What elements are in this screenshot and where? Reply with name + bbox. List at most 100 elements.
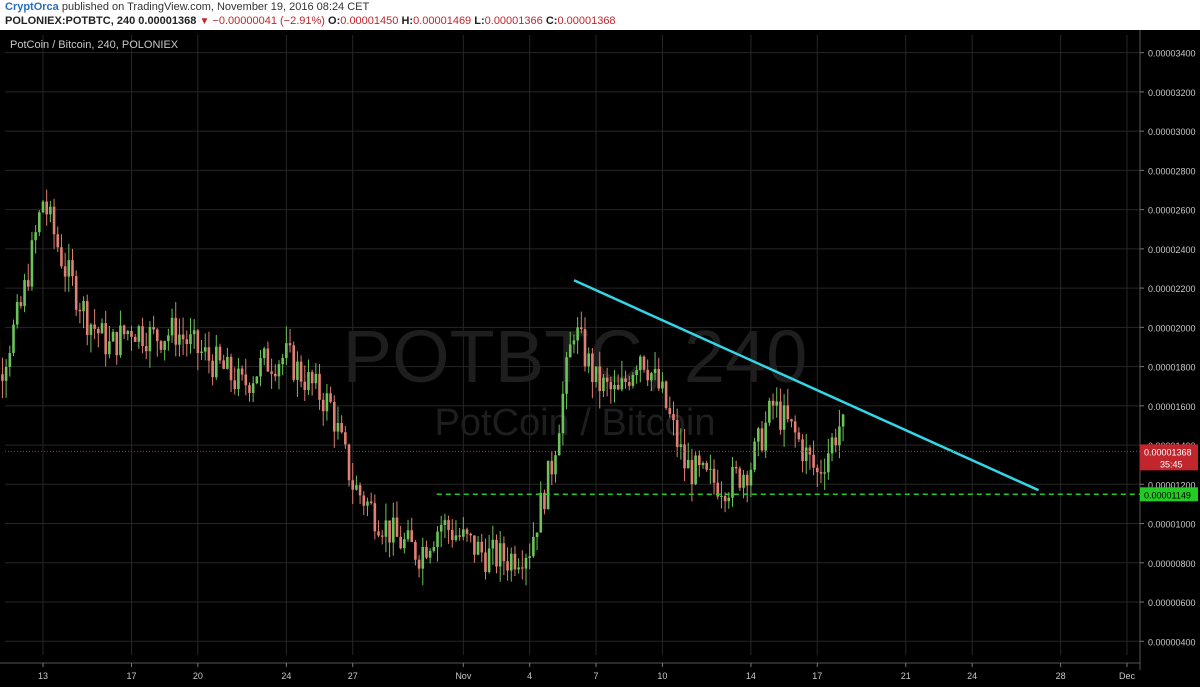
candle-body bbox=[646, 370, 649, 380]
candle-body bbox=[204, 347, 207, 351]
candle-body bbox=[587, 353, 590, 366]
candle-body bbox=[381, 536, 384, 537]
candle-body bbox=[171, 318, 174, 335]
candle-body bbox=[344, 432, 347, 444]
candle-body bbox=[447, 520, 450, 530]
candle-body bbox=[739, 468, 742, 487]
candle-body bbox=[79, 310, 82, 311]
candle-body bbox=[167, 335, 170, 341]
y-tick-label: 0.00001800 bbox=[1148, 363, 1196, 373]
candle-body bbox=[753, 442, 756, 470]
close-label: C: bbox=[546, 15, 558, 27]
x-tick-label: 24 bbox=[281, 671, 291, 681]
candle-body bbox=[270, 371, 273, 373]
candle-body bbox=[248, 385, 251, 393]
candle-body bbox=[134, 337, 137, 342]
symbol-label[interactable]: POLONIEX:POTBTC, 240 bbox=[5, 15, 135, 27]
candle-body bbox=[613, 385, 616, 389]
candle-body bbox=[425, 547, 428, 558]
x-tick-label: 20 bbox=[193, 671, 203, 681]
x-tick-label: 17 bbox=[812, 671, 822, 681]
candle-body bbox=[237, 369, 240, 390]
candle-body bbox=[798, 432, 801, 439]
candle-body bbox=[60, 247, 63, 266]
y-tick-label: 0.00003200 bbox=[1148, 88, 1196, 98]
candle-body bbox=[200, 352, 203, 353]
candle-body bbox=[621, 378, 624, 389]
candle-body bbox=[112, 332, 115, 341]
author-link[interactable]: CryptOrca bbox=[5, 1, 59, 13]
high-label: H: bbox=[401, 15, 413, 27]
candle-body bbox=[506, 561, 509, 570]
candle-body bbox=[580, 327, 583, 329]
y-tick-label: 0.00002800 bbox=[1148, 166, 1196, 176]
x-tick-label: 13 bbox=[38, 671, 48, 681]
candle-body bbox=[488, 548, 491, 572]
candle-body bbox=[643, 357, 646, 370]
open-value: 0.00001450 bbox=[340, 15, 398, 27]
candle-body bbox=[267, 349, 270, 372]
candle-body bbox=[222, 360, 225, 369]
candle-body bbox=[503, 543, 506, 561]
candle-body bbox=[680, 444, 683, 447]
candle-body bbox=[521, 567, 524, 568]
candle-body bbox=[97, 329, 100, 333]
candle-body bbox=[281, 358, 284, 364]
y-tick-label: 0.00001000 bbox=[1148, 520, 1196, 530]
candle-body bbox=[764, 423, 767, 451]
y-axis-labels: 0.000004000.000006000.000008000.00001000… bbox=[1140, 49, 1196, 648]
candle-body bbox=[842, 414, 845, 426]
candle-body bbox=[657, 369, 660, 388]
candle-body bbox=[370, 501, 373, 503]
candle-body bbox=[374, 503, 377, 531]
candle-body bbox=[259, 358, 262, 376]
candle-body bbox=[399, 537, 402, 548]
candle-body bbox=[772, 401, 775, 406]
candle-body bbox=[274, 374, 277, 376]
candle-body bbox=[639, 357, 642, 371]
open-label: O: bbox=[328, 15, 340, 27]
candle-body bbox=[20, 302, 23, 306]
candle-body bbox=[602, 378, 605, 391]
candle-body bbox=[215, 347, 218, 378]
symbol-info: POLONIEX:POTBTC, 240 0.00001368 ▼ −0.000… bbox=[5, 15, 616, 27]
candle-body bbox=[757, 428, 760, 441]
candle-body bbox=[654, 369, 657, 373]
candle-body bbox=[610, 382, 613, 389]
y-tick-label: 0.00000600 bbox=[1148, 598, 1196, 608]
candle-body bbox=[775, 401, 778, 405]
candle-body bbox=[219, 347, 222, 361]
candle-body bbox=[635, 370, 638, 375]
candle-body bbox=[90, 325, 93, 335]
candle-body bbox=[661, 382, 664, 389]
candle-body bbox=[683, 444, 686, 468]
candle-body bbox=[812, 455, 815, 468]
candle-body bbox=[252, 383, 255, 393]
candle-body bbox=[285, 343, 288, 358]
candle-body bbox=[27, 280, 30, 286]
candle-body bbox=[156, 329, 159, 341]
candle-body bbox=[355, 485, 358, 490]
candle-body bbox=[123, 325, 126, 334]
support-label: 0.00001149 bbox=[1144, 490, 1191, 500]
candle-body bbox=[318, 374, 321, 400]
y-tick-label: 0.00000800 bbox=[1148, 559, 1196, 569]
candle-body bbox=[805, 448, 808, 462]
candle-body bbox=[208, 347, 211, 360]
candle-body bbox=[296, 362, 299, 380]
candle-body bbox=[75, 276, 78, 310]
y-tick-label: 0.00002000 bbox=[1148, 323, 1196, 333]
candle-body bbox=[421, 547, 424, 569]
candle-body bbox=[311, 372, 314, 383]
candle-body bbox=[790, 419, 793, 421]
candle-body bbox=[392, 518, 395, 543]
candle-body bbox=[326, 393, 329, 411]
candle-body bbox=[211, 361, 214, 377]
candle-body bbox=[414, 542, 417, 560]
candle-body bbox=[543, 493, 546, 509]
candle-body bbox=[256, 376, 259, 383]
candle-body bbox=[466, 529, 469, 533]
candle-body bbox=[385, 520, 388, 536]
